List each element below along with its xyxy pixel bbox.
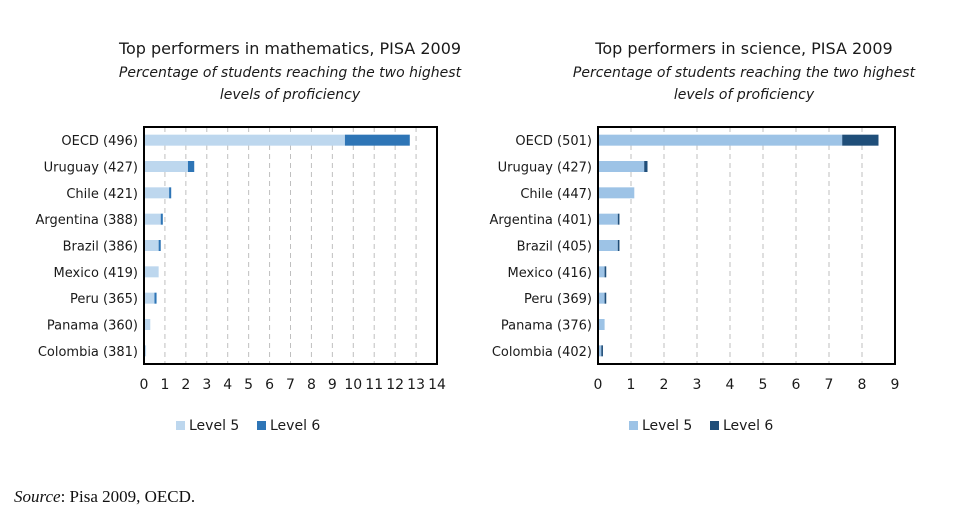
x-tick-label: 6 [265,377,274,393]
bar-level-6 [154,292,157,304]
category-label: Peru (365) [70,292,138,307]
x-tick-label: 3 [693,377,702,393]
x-tick-label: 7 [286,377,295,393]
legend-label: Level 6 [723,418,773,434]
x-tick-label: 6 [792,377,801,393]
x-tick-label: 2 [660,377,669,393]
legend-swatch [176,421,185,430]
bar-level-5 [598,161,645,172]
bar-level-5 [598,134,843,146]
x-tick-label: 4 [726,377,735,393]
bar-level-5 [144,187,170,199]
x-tick-label: 9 [891,377,900,393]
category-label: OECD (501) [515,134,592,149]
category-label: Chile (447) [520,187,592,202]
bar-level-5 [598,345,602,357]
chart-title: Top performers in science, PISA 2009 [594,39,892,58]
category-label: Argentina (401) [489,213,592,228]
x-tick-label: 2 [181,377,190,393]
source-text: : Pisa 2009, OECD. [60,487,196,506]
x-tick-label: 8 [307,377,316,393]
category-label: Brazil (405) [517,240,592,255]
category-label: Brazil (386) [63,240,138,255]
plot-frame [597,126,896,365]
legend-label: Level 6 [270,418,320,434]
bar-level-5 [598,266,605,278]
category-label: Chile (421) [66,187,138,202]
category-label: Colombia (381) [38,345,138,360]
bar-level-6 [160,213,163,225]
bar-level-5 [598,292,605,304]
bar-level-6 [158,240,161,251]
bar-level-5 [598,187,635,199]
x-tick-label: 11 [365,377,383,393]
x-tick-label: 14 [428,377,446,393]
chart-title: Top performers in mathematics, PISA 2009 [118,39,461,58]
chart-math: Top performers in mathematics, PISA 2009… [35,39,461,434]
category-label: Panama (360) [47,319,138,334]
bar-level-5 [144,161,188,172]
bar-level-6 [601,345,603,357]
bar-level-5 [144,266,159,278]
category-label: Mexico (419) [54,266,138,281]
legend: Level 5 Level 6 [629,418,773,434]
bar-level-5 [144,240,159,251]
x-tick-label: 7 [825,377,834,393]
bar-level-6 [644,161,648,172]
category-label: Uruguay (427) [44,161,138,176]
category-label: Panama (376) [501,319,592,334]
bar-level-6 [842,134,879,146]
x-tick-label: 1 [160,377,169,393]
x-tick-label: 9 [328,377,337,393]
category-label: Colombia (402) [492,345,592,360]
legend-label: Level 5 [189,418,239,434]
bar-level-6 [617,240,620,251]
x-tick-label: 13 [407,377,425,393]
bar-level-5 [598,240,618,251]
x-tick-label: 10 [344,377,362,393]
x-tick-label: 1 [627,377,636,393]
bar-level-6 [617,213,620,225]
category-label: Uruguay (427) [498,161,592,176]
bar-level-5 [144,213,161,225]
x-tick-label: 5 [244,377,253,393]
chart-subtitle-line2: levels of proficiency [220,87,361,103]
x-tick-label: 3 [202,377,211,393]
bar-level-6 [604,292,607,304]
bar-level-5 [144,292,155,304]
source-note: Source: Pisa 2009, OECD. [14,487,195,507]
bar-level-6 [344,134,410,146]
plot-frame [143,126,438,365]
bar-level-6 [604,266,607,278]
bar-level-5 [144,134,345,146]
x-tick-label: 8 [858,377,867,393]
source-label: Source [14,487,61,506]
bar-level-6 [169,187,172,199]
category-label: Peru (369) [524,292,592,307]
category-label: OECD (496) [61,134,138,149]
x-tick-label: 0 [140,377,149,393]
bar-level-5 [144,319,151,330]
legend-label: Level 5 [642,418,692,434]
chart-science: Top performers in science, PISA 2009 Per… [489,39,915,434]
x-tick-label: 0 [594,377,603,393]
bar-level-5 [144,345,147,357]
legend: Level 5 Level 6 [176,418,320,434]
legend-swatch [629,421,638,430]
legend-swatch [710,421,719,430]
legend-swatch [257,421,266,430]
chart-subtitle-line2: levels of proficiency [674,87,815,103]
bar-level-5 [598,319,605,330]
chart-subtitle-line1: Percentage of students reaching the two … [573,65,916,81]
x-tick-label: 12 [386,377,404,393]
x-tick-label: 4 [223,377,232,393]
bar-level-5 [598,213,618,225]
chart-subtitle-line1: Percentage of students reaching the two … [119,65,462,81]
category-label: Argentina (388) [35,213,138,228]
bar-level-6 [187,161,195,172]
category-label: Mexico (416) [508,266,592,281]
x-tick-label: 5 [759,377,768,393]
